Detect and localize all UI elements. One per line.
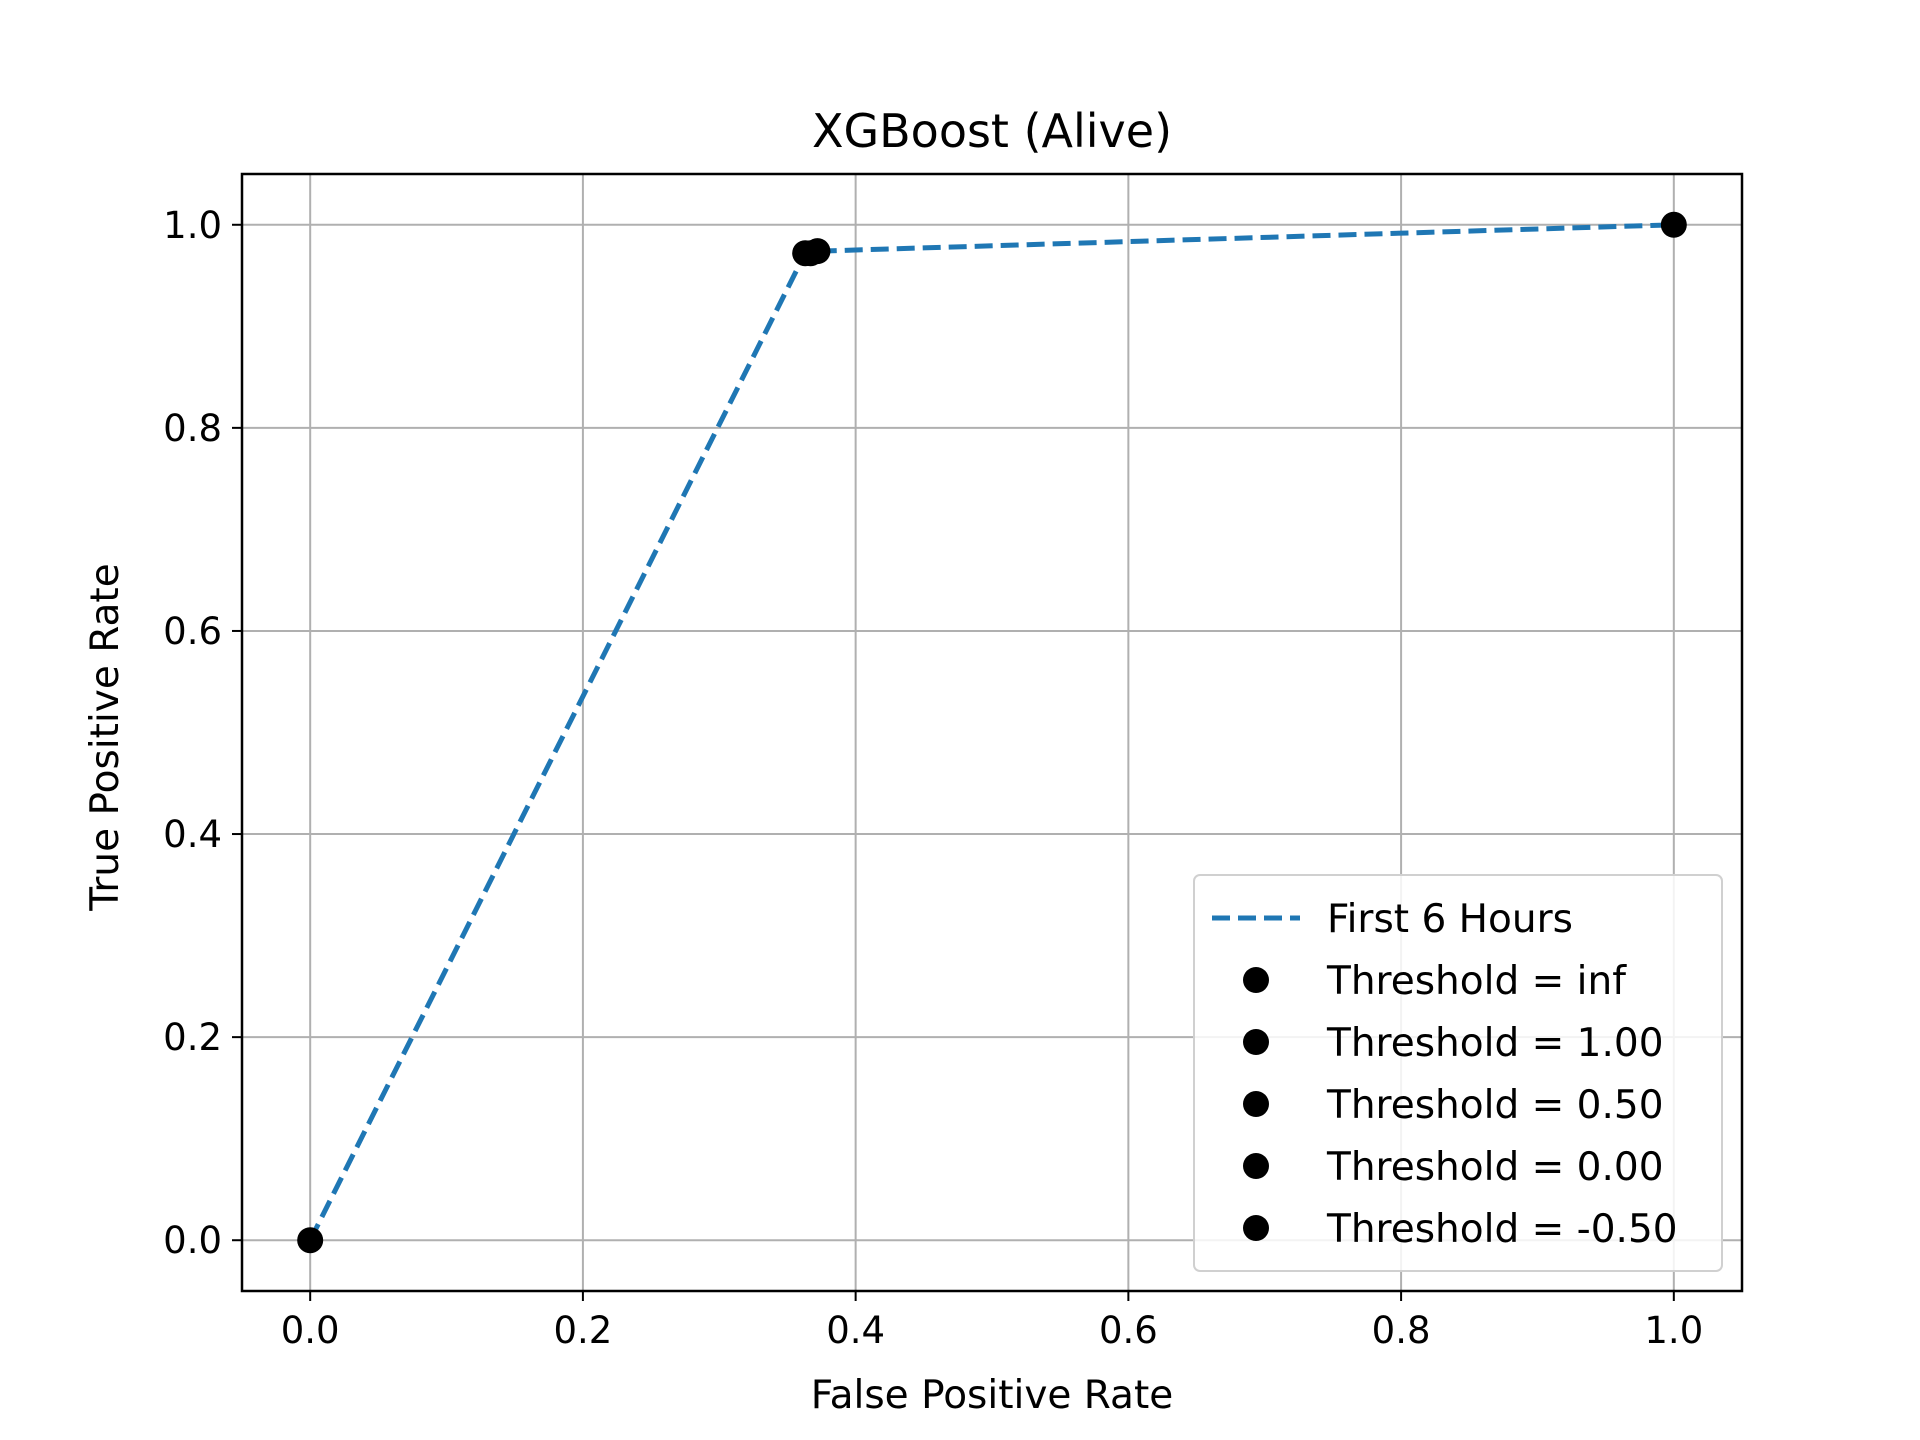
legend-threshold-label: Threshold = -0.50 xyxy=(1326,1207,1678,1252)
plot-area: 0.0 0.2 0.4 0.6 0.8 1.0 0.0 0.2 0.4 0.6 0.8 1.0 Firs… xyxy=(163,172,1744,1352)
x-axis-label: False Positive Rate xyxy=(811,1373,1173,1418)
legend-threshold-label: Threshold = 1.00 xyxy=(1326,1021,1664,1066)
legend: First 6 Hours Threshold = inf Threshold = … xyxy=(1193,874,1723,1272)
legend-threshold-label: Threshold = 0.50 xyxy=(1326,1083,1664,1128)
legend-box xyxy=(1193,874,1723,1272)
series-line-0 xyxy=(307,222,1674,1242)
y-tick-label: 0.0 xyxy=(163,1219,222,1262)
threshold-point-0 xyxy=(297,1227,324,1254)
legend-threshold-label: Threshold = inf xyxy=(1326,959,1627,1004)
y-tick-label: 0.2 xyxy=(163,1016,222,1059)
y-axis-label: True Positive Rate xyxy=(83,563,128,911)
y-tick-label: 0.6 xyxy=(163,610,222,653)
y-tick-label: 0.8 xyxy=(163,407,222,450)
legend-marker-handle xyxy=(1243,967,1269,993)
chart-title: XGBoost (Alive) xyxy=(812,104,1172,158)
legend-marker-handle xyxy=(1243,1029,1269,1055)
y-tick-label: 1.0 xyxy=(163,204,222,247)
x-tick-label: 0.2 xyxy=(553,1309,612,1352)
y-tick-label: 0.4 xyxy=(163,813,222,856)
threshold-point-3 xyxy=(804,238,831,265)
legend-marker-handle xyxy=(1243,1215,1269,1241)
legend-threshold-label: Threshold = 0.00 xyxy=(1326,1145,1664,1190)
x-tick-label: 0.6 xyxy=(1099,1309,1158,1352)
x-tick-label: 1.0 xyxy=(1644,1309,1703,1352)
threshold-point-4 xyxy=(1660,211,1687,238)
legend-marker-handle xyxy=(1243,1091,1269,1117)
axes-frame xyxy=(240,172,1744,1293)
legend-marker-handle xyxy=(1243,1153,1269,1179)
x-tick-label: 0.4 xyxy=(826,1309,885,1352)
x-tick-label: 0.0 xyxy=(281,1309,340,1352)
legend-series-label: First 6 Hours xyxy=(1327,897,1573,942)
x-tick-label: 0.8 xyxy=(1372,1309,1431,1352)
